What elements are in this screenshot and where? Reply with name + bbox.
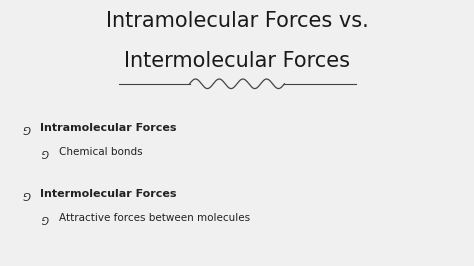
Text: G: G bbox=[22, 189, 30, 199]
Text: Intramolecular Forces vs.: Intramolecular Forces vs. bbox=[106, 11, 368, 31]
Text: Intermolecular Forces: Intermolecular Forces bbox=[124, 51, 350, 70]
Text: G: G bbox=[22, 123, 30, 133]
Text: G: G bbox=[41, 213, 49, 223]
Text: Chemical bonds: Chemical bonds bbox=[59, 147, 143, 157]
Text: Intramolecular Forces: Intramolecular Forces bbox=[40, 123, 177, 133]
Text: Intermolecular Forces: Intermolecular Forces bbox=[40, 189, 177, 199]
Text: G: G bbox=[41, 147, 49, 157]
Text: Attractive forces between molecules: Attractive forces between molecules bbox=[59, 213, 250, 223]
